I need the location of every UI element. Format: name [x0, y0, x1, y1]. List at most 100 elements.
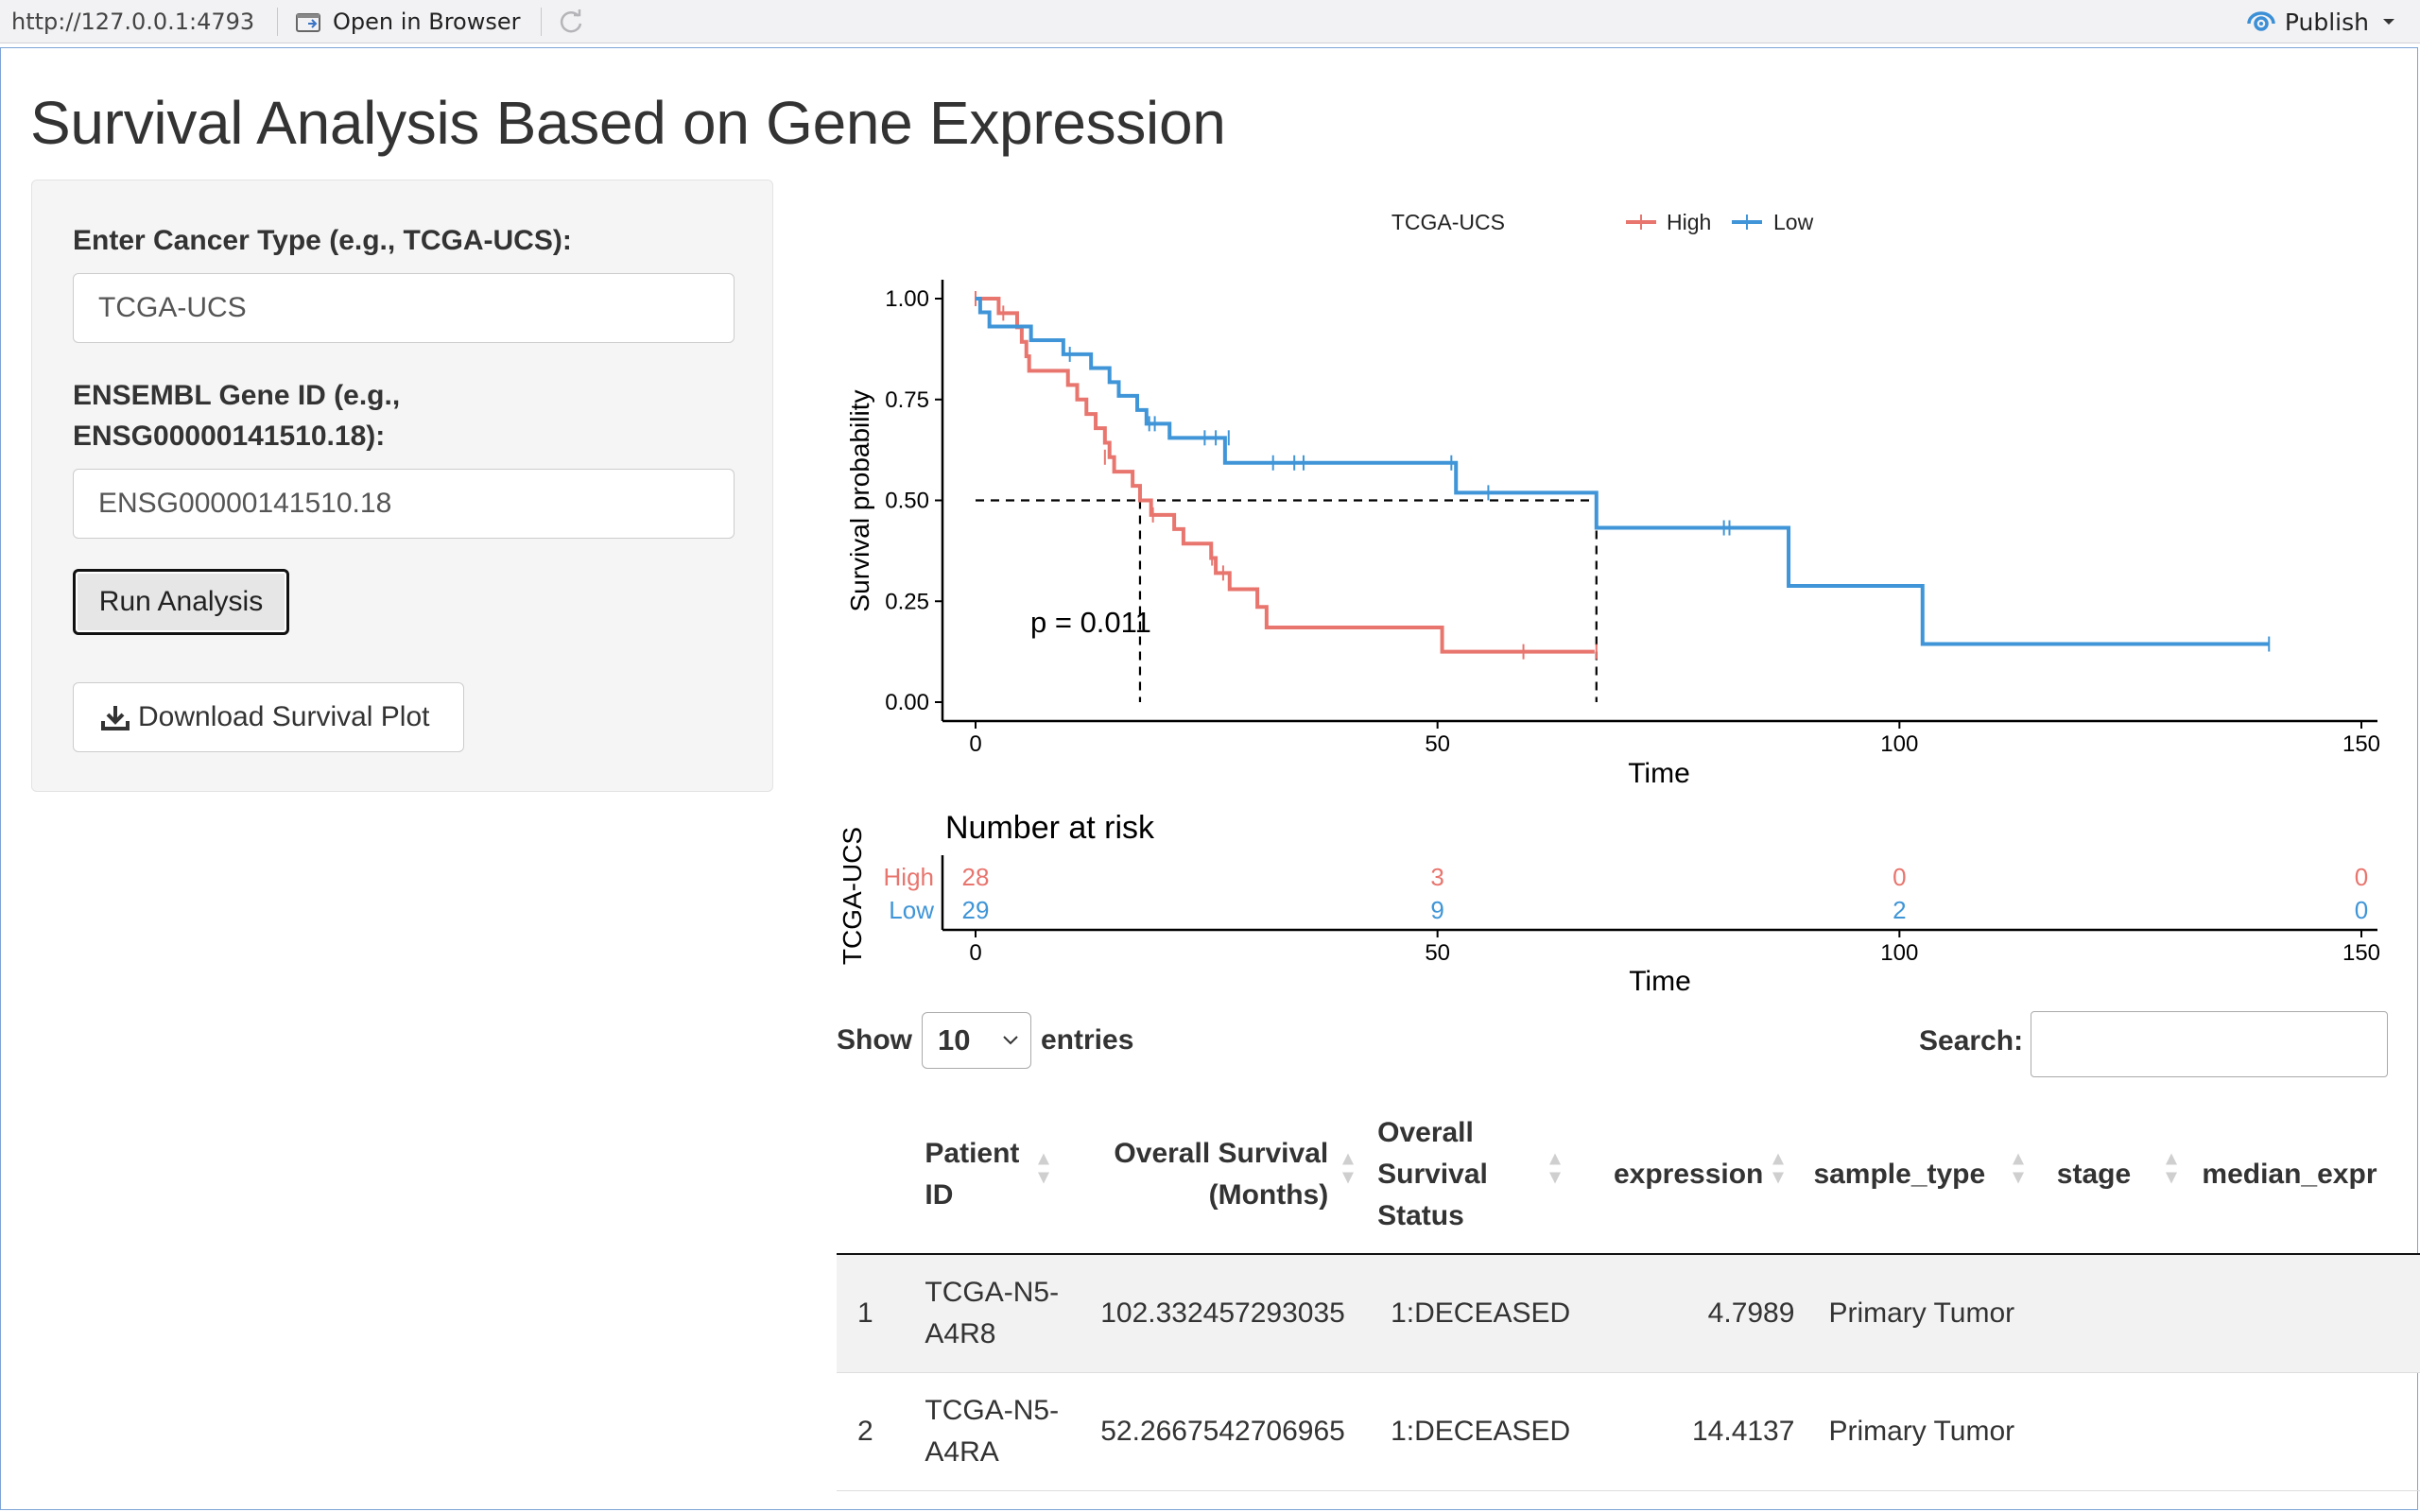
- legend-low-label: Low: [1773, 210, 1814, 234]
- x-tick-label: 50: [1425, 731, 1450, 757]
- y-tick-label: 1.00: [885, 286, 929, 312]
- legend-high-label: High: [1667, 210, 1711, 234]
- cell-sample-type: Primary Tumor: [1802, 1372, 2046, 1491]
- risk-table-x-title: Time: [1629, 966, 1691, 997]
- median-survival-lines: [976, 499, 1598, 702]
- km-curves: [975, 291, 2271, 660]
- cell-sample-type: Primary Tumor: [1802, 1254, 2046, 1373]
- col-header-sample-type[interactable]: sample_type: [1802, 1096, 2046, 1255]
- sort-icon: [1036, 1150, 1051, 1200]
- col-header-stage[interactable]: stage: [2045, 1096, 2189, 1255]
- open-in-browser-button[interactable]: Open in Browser: [295, 6, 521, 38]
- sort-icon: [2164, 1150, 2179, 1200]
- risk-table-values: 28 3 0 0 29 9 2 0: [962, 863, 2369, 924]
- entries-label: entries: [1041, 1024, 1134, 1056]
- gene-id-label-line2: ENSG00000141510.18):: [73, 421, 386, 452]
- risk-value-low: 29: [962, 896, 990, 924]
- col-header-label: expression: [1613, 1159, 1764, 1190]
- publish-icon: [2247, 11, 2275, 31]
- y-tick-label: 0.25: [885, 589, 929, 614]
- x-tick-label: 150: [2342, 731, 2380, 757]
- download-icon: [101, 706, 130, 730]
- dropdown-caret-icon: [2383, 19, 2394, 25]
- col-header-label: median_expr: [2202, 1159, 2377, 1190]
- cell-stage: [2045, 1372, 2189, 1491]
- entries-control: Show 10 entries: [837, 1011, 1133, 1070]
- cancer-type-input[interactable]: TCGA-UCS: [73, 273, 735, 343]
- sort-icon: [1547, 1150, 1563, 1200]
- download-label: Download Survival Plot: [138, 701, 430, 732]
- y-axis-title: Survival probability: [845, 390, 874, 612]
- risk-table-x-ticks: 0 50 100 150: [969, 930, 2380, 966]
- results-table: Patient ID Overall Survival (Months) Ove…: [837, 1096, 2420, 1491]
- sort-icon: [1771, 1150, 1786, 1200]
- survival-plot: TCGA-UCS High Low 0.00 0.25 0.50 0.75 1.00 0…: [838, 210, 2380, 997]
- risk-value-low: 2: [1893, 896, 1906, 924]
- col-header-expression[interactable]: expression: [1583, 1096, 1803, 1255]
- run-analysis-label: Run Analysis: [98, 586, 264, 617]
- search-label: Search:: [1919, 1025, 2024, 1057]
- risk-value-high: 28: [962, 863, 990, 891]
- km-curve-low: [976, 297, 2270, 646]
- plot-legend: TCGA-UCS High Low: [1392, 210, 1814, 234]
- col-header-median-expr[interactable]: median_expr: [2188, 1096, 2420, 1255]
- y-axis-ticks: 0.00 0.25 0.50 0.75 1.00: [885, 286, 942, 715]
- legend-title: TCGA-UCS: [1392, 210, 1505, 234]
- gene-id-label-line1: ENSEMBL Gene ID (e.g.,: [73, 380, 401, 411]
- x-tick-label: 0: [969, 731, 981, 757]
- cell-median-expr: [2188, 1372, 2420, 1491]
- col-header-label: Patient ID: [925, 1138, 1020, 1211]
- risk-table-title: Number at risk: [945, 810, 1155, 846]
- y-tick-label: 0.75: [885, 387, 929, 413]
- url-text: http://127.0.0.1:4793: [11, 9, 255, 35]
- km-curve-high: [976, 297, 1595, 654]
- cell-os-status: 1:DECEASED: [1377, 1254, 1584, 1373]
- toolbar-divider: [277, 8, 278, 36]
- search-input[interactable]: [2031, 1011, 2388, 1077]
- results-table-container: Patient ID Overall Survival (Months) Ove…: [837, 1096, 2420, 1512]
- risk-x-tick-label: 100: [1880, 940, 1918, 966]
- open-in-browser-label: Open in Browser: [333, 9, 521, 35]
- publish-button[interactable]: Publish: [2245, 6, 2395, 38]
- gene-id-input[interactable]: ENSG00000141510.18: [73, 469, 735, 539]
- entries-select-value: 10: [938, 1023, 971, 1057]
- table-row[interactable]: 2 TCGA-N5-A4RA 52.2667542706965 1:DECEASED 1…: [837, 1372, 2420, 1491]
- refresh-button[interactable]: [556, 7, 586, 42]
- sidebar-panel: Enter Cancer Type (e.g., TCGA-UCS): TCGA…: [31, 180, 773, 792]
- sort-icon: [1340, 1150, 1356, 1200]
- x-tick-label: 100: [1880, 731, 1918, 757]
- table-header-row: Patient ID Overall Survival (Months) Ove…: [837, 1096, 2420, 1255]
- risk-value-high: 0: [2355, 863, 2368, 891]
- p-value-label: p = 0.011: [1030, 606, 1151, 639]
- open-browser-icon: [296, 13, 320, 32]
- risk-value-low: 0: [2355, 896, 2368, 924]
- risk-x-tick-label: 150: [2342, 940, 2380, 966]
- y-tick-label: 0.50: [885, 489, 929, 514]
- show-label: Show: [837, 1024, 912, 1056]
- x-axis-title: Time: [1628, 758, 1690, 789]
- viewer-toolbar: http://127.0.0.1:4793 Open in Browser Pu…: [0, 0, 2420, 43]
- entries-select[interactable]: 10: [922, 1012, 1031, 1069]
- cell-stage: [2045, 1254, 2189, 1373]
- risk-row-high-label: High: [884, 863, 934, 891]
- col-header-os-status[interactable]: Overall Survival Status: [1377, 1096, 1584, 1255]
- table-row[interactable]: 1 TCGA-N5-A4R8 102.332457293035 1:DECEASED 4…: [837, 1254, 2420, 1373]
- cell-patient-id: TCGA-N5-A4RA: [925, 1372, 1094, 1491]
- col-header-patient-id[interactable]: Patient ID: [925, 1096, 1094, 1255]
- col-header-label: Overall Survival Status: [1377, 1117, 1488, 1231]
- cell-index: 2: [837, 1372, 925, 1491]
- cell-median-expr: [2188, 1254, 2420, 1373]
- col-header-os-months[interactable]: Overall Survival (Months): [1093, 1096, 1378, 1255]
- cancer-type-label: Enter Cancer Type (e.g., TCGA-UCS):: [73, 225, 572, 256]
- run-analysis-button[interactable]: Run Analysis: [73, 569, 289, 635]
- chevron-down-icon: [1003, 1036, 1018, 1045]
- risk-value-high: 0: [1893, 863, 1906, 891]
- risk-table-y-title: TCGA-UCS: [838, 827, 867, 965]
- cell-expression: 4.7989: [1583, 1254, 1803, 1373]
- risk-x-tick-label: 50: [1425, 940, 1450, 966]
- refresh-icon: [560, 9, 582, 33]
- cell-index: 1: [837, 1254, 925, 1373]
- cell-os-months: 102.332457293035: [1093, 1254, 1378, 1373]
- col-header-label: Overall Survival (Months): [1114, 1138, 1329, 1211]
- download-survival-plot-button[interactable]: Download Survival Plot: [73, 682, 464, 752]
